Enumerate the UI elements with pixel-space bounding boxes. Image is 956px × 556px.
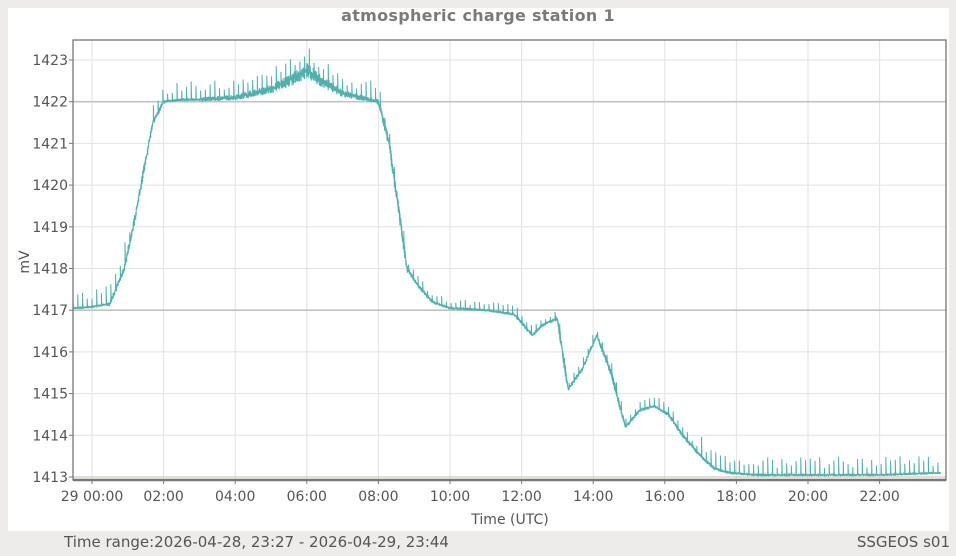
svg-text:02:00: 02:00 [143, 489, 183, 505]
x-axis: 29 00:00 02:00 04:00 06:00 08:00 10:00 12:00 14… [61, 478, 946, 505]
y-axis: 1413 1414 1415 1416 1417 1418 1419 1420 1421 1422… [32, 53, 73, 486]
svg-text:1419: 1419 [32, 220, 68, 236]
series-line [72, 48, 941, 478]
svg-text:1422: 1422 [32, 95, 68, 111]
svg-text:1418: 1418 [32, 262, 68, 278]
svg-text:12:00: 12:00 [501, 489, 541, 505]
svg-text:1423: 1423 [32, 53, 68, 69]
svg-text:1421: 1421 [32, 136, 68, 152]
chart-panel [8, 8, 949, 531]
line-chart: 1413 1414 1415 1416 1417 1418 1419 1420 1421 1422… [17, 39, 947, 528]
svg-text:1416: 1416 [32, 345, 68, 361]
time-range-value: 2026-04-28, 23:27 - 2026-04-29, 23:44 [154, 533, 449, 551]
svg-text:1414: 1414 [32, 428, 68, 444]
grid-lines [73, 40, 946, 480]
svg-text:22:00: 22:00 [859, 489, 899, 505]
svg-text:20:00: 20:00 [788, 489, 828, 505]
svg-text:1420: 1420 [32, 178, 68, 194]
svg-text:10:00: 10:00 [430, 489, 470, 505]
svg-text:04:00: 04:00 [215, 489, 255, 505]
svg-text:08:00: 08:00 [358, 489, 398, 505]
station-id: SSGEOS s01 [856, 533, 950, 551]
svg-text:06:00: 06:00 [287, 489, 327, 505]
time-range: Time range:2026-04-28, 23:27 - 2026-04-2… [64, 533, 449, 551]
svg-text:14:00: 14:00 [573, 489, 613, 505]
x-axis-title: Time (UTC) [470, 512, 548, 528]
time-range-label: Time range: [64, 533, 155, 551]
svg-text:18:00: 18:00 [716, 489, 756, 505]
svg-text:16:00: 16:00 [645, 489, 685, 505]
svg-text:1417: 1417 [32, 303, 68, 319]
svg-text:29 00:00: 29 00:00 [61, 489, 124, 505]
y-axis-title: mV [17, 250, 33, 274]
plot-frame [72, 39, 947, 481]
chart-title: atmospheric charge station 1 [341, 6, 615, 25]
svg-text:1413: 1413 [32, 470, 68, 486]
svg-text:1415: 1415 [32, 387, 68, 403]
